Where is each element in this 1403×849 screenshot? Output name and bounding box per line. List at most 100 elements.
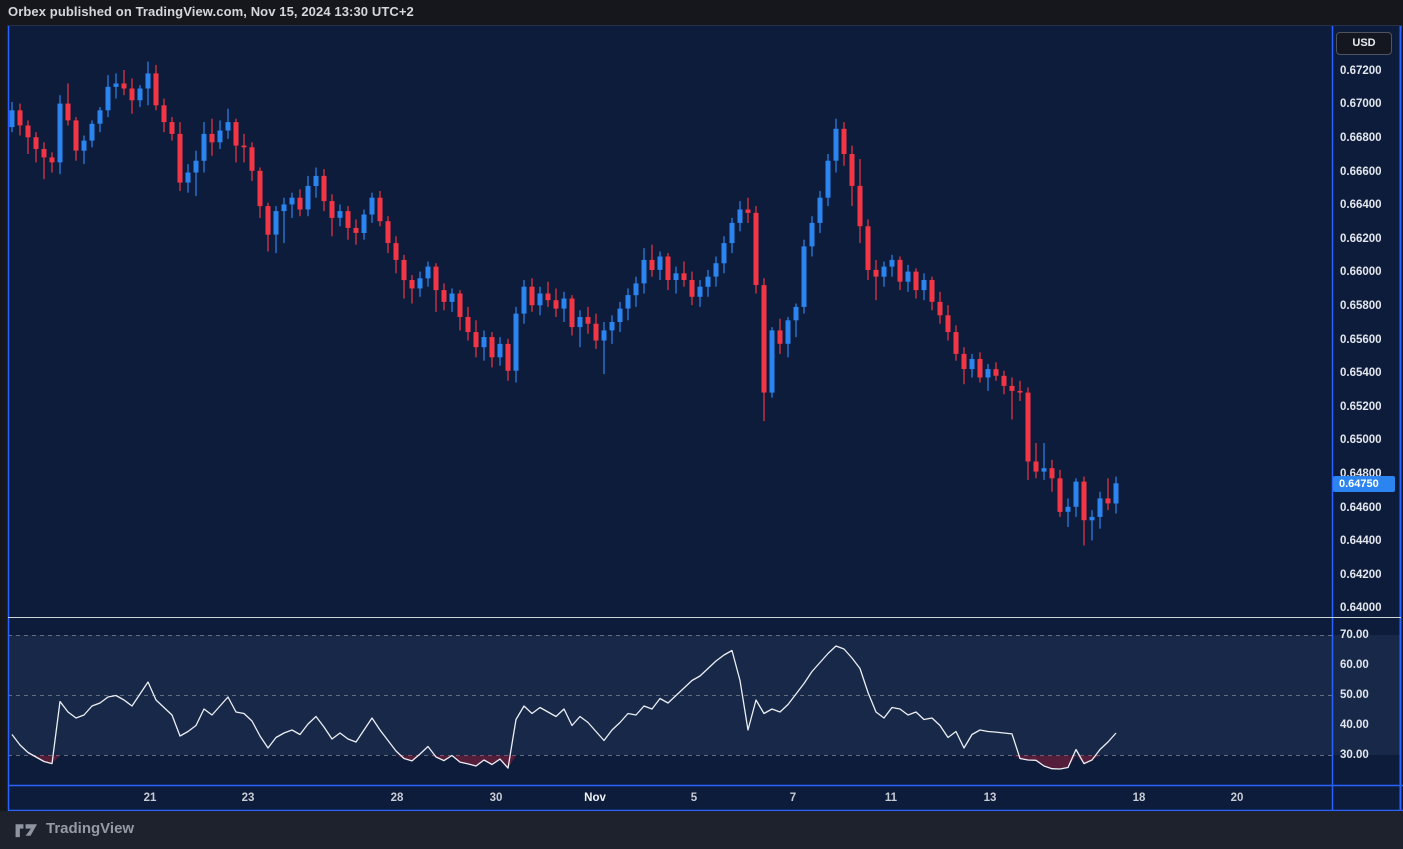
candle-body — [89, 123, 95, 141]
candle-body — [889, 259, 895, 267]
candle-body — [649, 259, 655, 270]
candle-body — [921, 280, 927, 291]
candle-body — [33, 137, 39, 149]
candle-body — [177, 133, 183, 183]
candle-body — [305, 185, 311, 210]
price-tick-label: 0.65800 — [1340, 299, 1382, 312]
candle-body — [561, 298, 567, 309]
tradingview-brand-text[interactable]: TradingView — [46, 820, 135, 837]
candle-body — [833, 128, 839, 161]
price-tick-label: 0.66200 — [1340, 232, 1382, 245]
candle-body — [513, 313, 519, 371]
candle-body — [473, 332, 479, 348]
candle-body — [817, 197, 823, 223]
published-header: Orbex published on TradingView.com, Nov … — [8, 4, 414, 19]
candle-body — [801, 246, 807, 307]
candle-body — [1089, 516, 1095, 521]
price-tick-label: 0.65400 — [1340, 367, 1382, 380]
candle-body — [657, 256, 663, 270]
price-tick-label: 0.64400 — [1340, 535, 1382, 548]
candle-body — [1113, 483, 1119, 504]
candle-body — [145, 73, 151, 89]
candle-body — [49, 157, 55, 163]
candle-body — [281, 204, 287, 212]
candle-body — [737, 209, 743, 223]
candle-body — [673, 273, 679, 280]
candle-body — [441, 290, 447, 302]
candle-body — [1017, 390, 1023, 393]
price-tick-label: 0.65600 — [1340, 333, 1382, 346]
time-tick-label-11: 11 — [884, 792, 898, 804]
candle-body — [497, 343, 503, 358]
rsi-line — [11, 645, 1117, 770]
candle-body — [1033, 461, 1039, 472]
candle-body — [465, 317, 471, 333]
time-tick-label-30: 30 — [489, 792, 503, 804]
candle-body — [1049, 468, 1055, 479]
candle-body — [105, 86, 111, 111]
candle-body — [705, 276, 711, 287]
time-tick-label-20: 20 — [1230, 792, 1244, 804]
price-tick-label: 0.66600 — [1340, 165, 1382, 178]
footer-bar: TradingView — [0, 811, 1403, 849]
price-tick-label: 0.64200 — [1340, 568, 1382, 581]
candle-body — [969, 359, 975, 370]
price-tick-label: 0.64600 — [1340, 501, 1382, 514]
candle-body — [369, 197, 375, 215]
price-tick-label: 0.65200 — [1340, 400, 1382, 413]
candle-body — [225, 122, 231, 131]
candle-body — [625, 295, 631, 309]
rsi-tick-label: 40.00 — [1340, 718, 1369, 731]
candle-body — [785, 320, 791, 344]
candle-body — [945, 315, 951, 333]
candle-body — [1105, 498, 1111, 504]
candle-body — [633, 283, 639, 296]
candle-body — [857, 185, 863, 227]
time-tick-label-5: 5 — [690, 792, 698, 804]
candle-body — [537, 293, 543, 306]
candle-body — [553, 300, 559, 309]
candle-body — [1009, 385, 1015, 391]
candle-body — [865, 226, 871, 270]
candle-body — [257, 170, 263, 207]
candle-body — [81, 140, 87, 151]
rsi-oversold-fill — [12, 755, 1116, 769]
time-tick-label-Nov: Nov — [584, 792, 606, 804]
candle-body — [665, 256, 671, 280]
candle-body — [449, 293, 455, 302]
candle-body — [329, 201, 335, 218]
candle-body — [241, 145, 247, 148]
price-tick-label: 0.67000 — [1340, 98, 1382, 111]
candle-body — [1001, 375, 1007, 386]
candle-body — [433, 266, 439, 291]
candle-body — [689, 280, 695, 297]
candle-body — [25, 125, 31, 138]
candle-body — [681, 273, 687, 280]
price-tick-label: 0.66000 — [1340, 266, 1382, 279]
candle-body — [361, 214, 367, 233]
tradingview-logo-icon[interactable] — [14, 820, 40, 840]
candle-body — [169, 122, 175, 134]
currency-button[interactable]: USD — [1336, 32, 1392, 55]
candle-body — [577, 317, 583, 328]
candle-body — [721, 243, 727, 264]
candle-body — [9, 110, 15, 128]
candle-body — [193, 160, 199, 173]
candle-body — [545, 293, 551, 301]
time-tick-label-18: 18 — [1132, 792, 1146, 804]
candle-body — [385, 221, 391, 243]
candle-body — [769, 330, 775, 393]
candle-body — [793, 306, 799, 321]
candle-body — [753, 212, 759, 285]
candle-body — [409, 280, 415, 289]
candle-body — [569, 298, 575, 328]
candle-body — [201, 133, 207, 161]
time-tick-label-7: 7 — [789, 792, 797, 804]
candle-body — [1073, 481, 1079, 507]
candle-body — [985, 369, 991, 378]
candle-body — [601, 330, 607, 341]
candle-body — [313, 175, 319, 186]
candle-body — [1081, 481, 1087, 521]
candle-body — [1041, 468, 1047, 472]
